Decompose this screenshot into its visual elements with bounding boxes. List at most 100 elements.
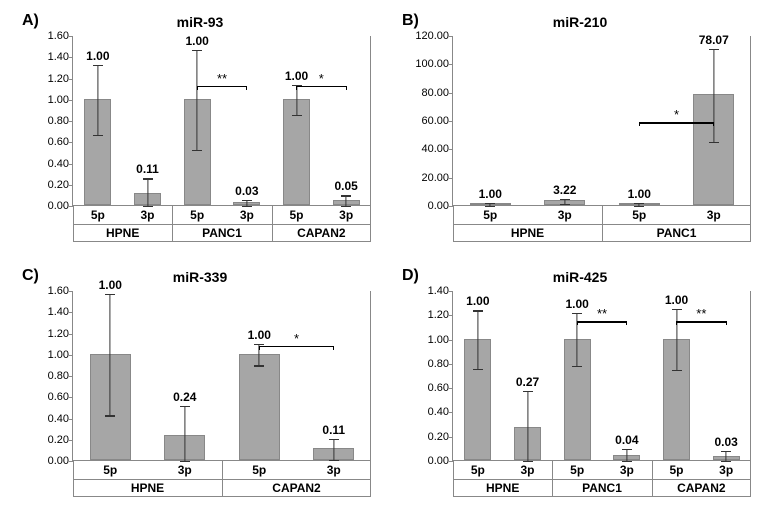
bar-value-label: 1.00 — [479, 187, 502, 201]
error-bar-cap — [709, 49, 719, 50]
y-tick-label: 120.00 — [415, 30, 453, 42]
error-bar-cap — [242, 200, 252, 201]
y-tick-mark — [449, 364, 453, 365]
bar-value-label: 3.22 — [553, 183, 576, 197]
significance-tick — [713, 122, 714, 126]
y-tick-mark — [69, 334, 73, 335]
bar-value-label: 0.24 — [173, 390, 196, 404]
error-bar-cap — [473, 369, 483, 370]
y-tick-mark — [449, 178, 453, 179]
bar-value-label: 0.03 — [714, 435, 737, 449]
error-bar — [626, 449, 627, 461]
error-bar-cap — [572, 366, 582, 367]
panel-d: D)miR-4250.000.200.400.600.801.001.201.4… — [400, 265, 760, 505]
y-tick-mark — [69, 312, 73, 313]
bar-value-label: 1.00 — [185, 34, 208, 48]
plot-area: 0.000.200.400.600.801.001.201.401.601.00… — [72, 291, 370, 461]
error-bar-cap — [329, 439, 339, 440]
y-tick-mark — [449, 291, 453, 292]
y-tick-mark — [449, 340, 453, 341]
significance-star: * — [294, 332, 299, 345]
y-tick-mark — [69, 355, 73, 356]
figure-page: { "layout":{ "page_w":769,"page_h":517, … — [0, 0, 769, 517]
error-bar — [477, 310, 478, 368]
y-tick-mark — [449, 437, 453, 438]
bar-value-label: 1.00 — [86, 49, 109, 63]
panel-a: A)miR-930.000.200.400.600.801.001.201.40… — [20, 10, 380, 250]
significance-tick — [296, 86, 297, 90]
bar-value-label: 78.07 — [699, 33, 729, 47]
y-tick-mark — [69, 376, 73, 377]
bar-value-label: 0.05 — [334, 179, 357, 193]
error-bar-cap — [180, 406, 190, 407]
panel-c: C)miR-3390.000.200.400.600.801.001.201.4… — [20, 265, 380, 505]
y-tick-mark — [449, 412, 453, 413]
plot-area: 0.000.200.400.600.801.001.201.401.601.00… — [72, 36, 370, 206]
bar-value-label: 1.00 — [248, 328, 271, 342]
bar-value-label: 0.27 — [516, 375, 539, 389]
error-bar-cap — [634, 203, 644, 204]
chart-title: miR-93 — [20, 14, 380, 30]
error-bar-cap — [721, 451, 731, 452]
plot-right-border — [750, 36, 751, 206]
plot-right-border — [750, 291, 751, 461]
error-bar-cap — [254, 344, 264, 345]
error-bar — [147, 178, 148, 206]
y-tick-mark — [69, 440, 73, 441]
y-tick-mark — [69, 79, 73, 80]
significance-tick — [333, 346, 334, 350]
y-tick-mark — [449, 315, 453, 316]
error-bar-cap — [292, 115, 302, 116]
bar-value-label: 1.00 — [565, 297, 588, 311]
plot-area: 0.000.200.400.600.801.001.201.401.005p0.… — [452, 291, 750, 461]
significance-star: * — [319, 72, 324, 85]
bar-value-label: 1.00 — [466, 294, 489, 308]
chart-title: miR-425 — [400, 269, 760, 285]
y-tick-mark — [69, 419, 73, 420]
y-tick-mark — [69, 36, 73, 37]
significance-tick — [639, 122, 640, 126]
significance-tick — [346, 86, 347, 90]
significance-line — [577, 321, 627, 322]
error-bar-cap — [143, 178, 153, 179]
panel-b: B)miR-2100.0020.0040.0060.0080.00100.001… — [400, 10, 760, 250]
y-tick-mark — [69, 164, 73, 165]
significance-line — [639, 122, 714, 123]
y-tick-mark — [449, 121, 453, 122]
error-bar — [97, 65, 98, 135]
significance-star: ** — [696, 307, 706, 320]
bar-value-label: 0.03 — [235, 184, 258, 198]
significance-tick — [626, 321, 627, 325]
bar-value-label: 0.04 — [615, 433, 638, 447]
y-tick-mark — [449, 64, 453, 65]
error-bar-cap — [672, 309, 682, 310]
error-bar — [713, 49, 714, 143]
error-bar-cap — [485, 203, 495, 204]
error-bar-cap — [93, 135, 103, 136]
y-tick-mark — [69, 100, 73, 101]
significance-tick — [246, 86, 247, 90]
bar-value-label: 1.00 — [628, 187, 651, 201]
significance-tick — [577, 321, 578, 325]
error-bar-cap — [192, 50, 202, 51]
bar — [239, 354, 280, 460]
error-bar-cap — [572, 313, 582, 314]
error-bar-cap — [105, 294, 115, 295]
error-bar — [676, 309, 677, 370]
bar-value-label: 0.11 — [136, 162, 159, 176]
significance-tick — [726, 321, 727, 325]
significance-star: ** — [217, 72, 227, 85]
significance-line — [297, 86, 347, 87]
bar-value-label: 0.11 — [322, 423, 345, 437]
bar-value-label: 1.00 — [99, 278, 122, 292]
y-tick-mark — [69, 57, 73, 58]
bar-value-label: 1.00 — [665, 293, 688, 307]
error-bar — [527, 391, 528, 461]
error-bar — [346, 195, 347, 206]
significance-tick — [197, 86, 198, 90]
y-tick-mark — [449, 93, 453, 94]
error-bar — [333, 439, 334, 460]
y-tick-mark — [69, 121, 73, 122]
significance-tick — [259, 346, 260, 350]
x-axis-row-divider — [453, 224, 751, 225]
